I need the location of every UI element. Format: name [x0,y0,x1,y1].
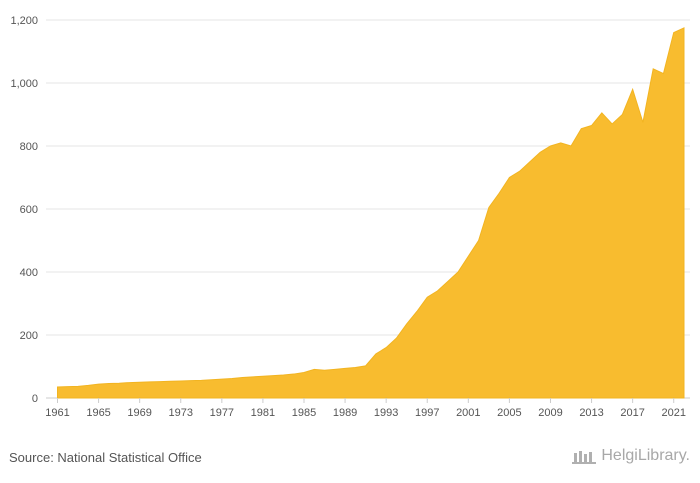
y-tick-label: 400 [20,267,38,279]
x-tick-label: 1977 [210,407,234,419]
x-tick-label: 1973 [169,407,193,419]
x-tick-label: 2009 [538,407,562,419]
library-icon [572,451,597,464]
y-tick-label: 600 [20,204,38,216]
y-tick-label: 1,200 [10,15,38,27]
y-tick-label: 0 [32,393,38,405]
x-tick-label: 1969 [127,407,151,419]
y-tick-label: 800 [20,141,38,153]
y-tick-label: 200 [20,330,38,342]
x-tick-label: 1985 [292,407,316,419]
source-note: Source: National Statistical Office [9,450,202,465]
x-tick-label: 1981 [251,407,275,419]
x-tick-label: 1961 [45,407,69,419]
area-series [57,27,685,399]
x-tick-label: 2017 [620,407,644,419]
x-tick-label: 1993 [374,407,398,419]
y-tick-label: 1,000 [10,78,38,90]
x-tick-label: 1989 [333,407,357,419]
x-tick-label: 1997 [415,407,439,419]
x-tick-label: 2001 [456,407,480,419]
x-tick-label: 2013 [579,407,603,419]
x-tick-label: 1965 [86,407,110,419]
chart-area: 0 200 400 600 800 1,000 1,200 1961 1965 1969 1973 1… [10,15,690,419]
x-tick-label: 2005 [497,407,521,419]
x-tick-label: 2021 [661,407,685,419]
brand-logo[interactable]: HelgiLibrary. [571,447,690,465]
brand-name: HelgiLibrary. [601,447,690,464]
